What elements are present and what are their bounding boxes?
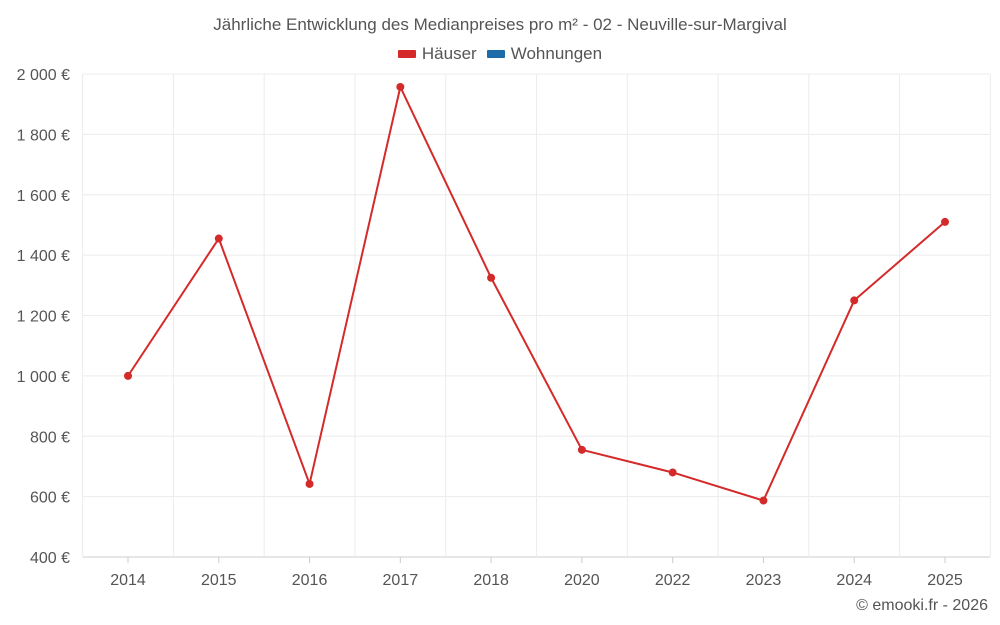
y-tick-label: 2 000 € — [17, 67, 70, 84]
legend-label-apartments: Wohnungen — [510, 44, 603, 63]
data-point — [396, 82, 405, 91]
x-tick-label: 2023 — [746, 572, 782, 589]
data-point — [941, 217, 949, 226]
legend-item-apartments[interactable]: Wohnungen — [486, 44, 603, 64]
chart-legend: Häuser Wohnungen — [0, 44, 1000, 64]
legend-label-houses: Häuser — [421, 44, 477, 63]
x-tick-label: 2020 — [564, 572, 600, 589]
x-tick-label: 2015 — [201, 572, 237, 589]
legend-item-houses[interactable]: Häuser — [397, 44, 477, 64]
legend-swatch-apartments — [486, 50, 505, 58]
x-tick-label: 2018 — [473, 572, 509, 589]
y-tick-label: 1 200 € — [17, 309, 70, 326]
data-point — [214, 234, 223, 243]
y-tick-label: 1 600 € — [17, 188, 70, 205]
data-point — [577, 445, 586, 454]
data-point — [124, 371, 132, 380]
y-tick-label: 1 000 € — [17, 369, 70, 386]
chart-title: Jährliche Entwicklung des Medianpreises … — [213, 15, 787, 34]
data-point — [487, 273, 496, 282]
x-tick-label: 2017 — [383, 572, 419, 589]
y-tick-label: 1 400 € — [17, 248, 70, 265]
x-tick-label: 2016 — [292, 572, 328, 589]
credit-text: © emooki.fr - 2026 — [856, 597, 988, 614]
legend-swatch-houses — [397, 50, 416, 58]
data-point — [850, 296, 859, 305]
series-line-0 — [127, 85, 946, 502]
x-tick-label: 2025 — [927, 572, 963, 589]
x-tick-label: 2014 — [110, 572, 146, 589]
y-tick-label: 800 € — [30, 429, 70, 446]
y-tick-label: 1 800 € — [17, 127, 70, 144]
data-point — [305, 479, 314, 488]
x-tick-label: 2022 — [655, 572, 691, 589]
y-tick-label: 600 € — [30, 490, 70, 507]
x-tick-label: 2024 — [836, 572, 872, 589]
data-point — [759, 496, 768, 505]
y-tick-label: 400 € — [30, 550, 70, 567]
data-point — [668, 468, 677, 477]
